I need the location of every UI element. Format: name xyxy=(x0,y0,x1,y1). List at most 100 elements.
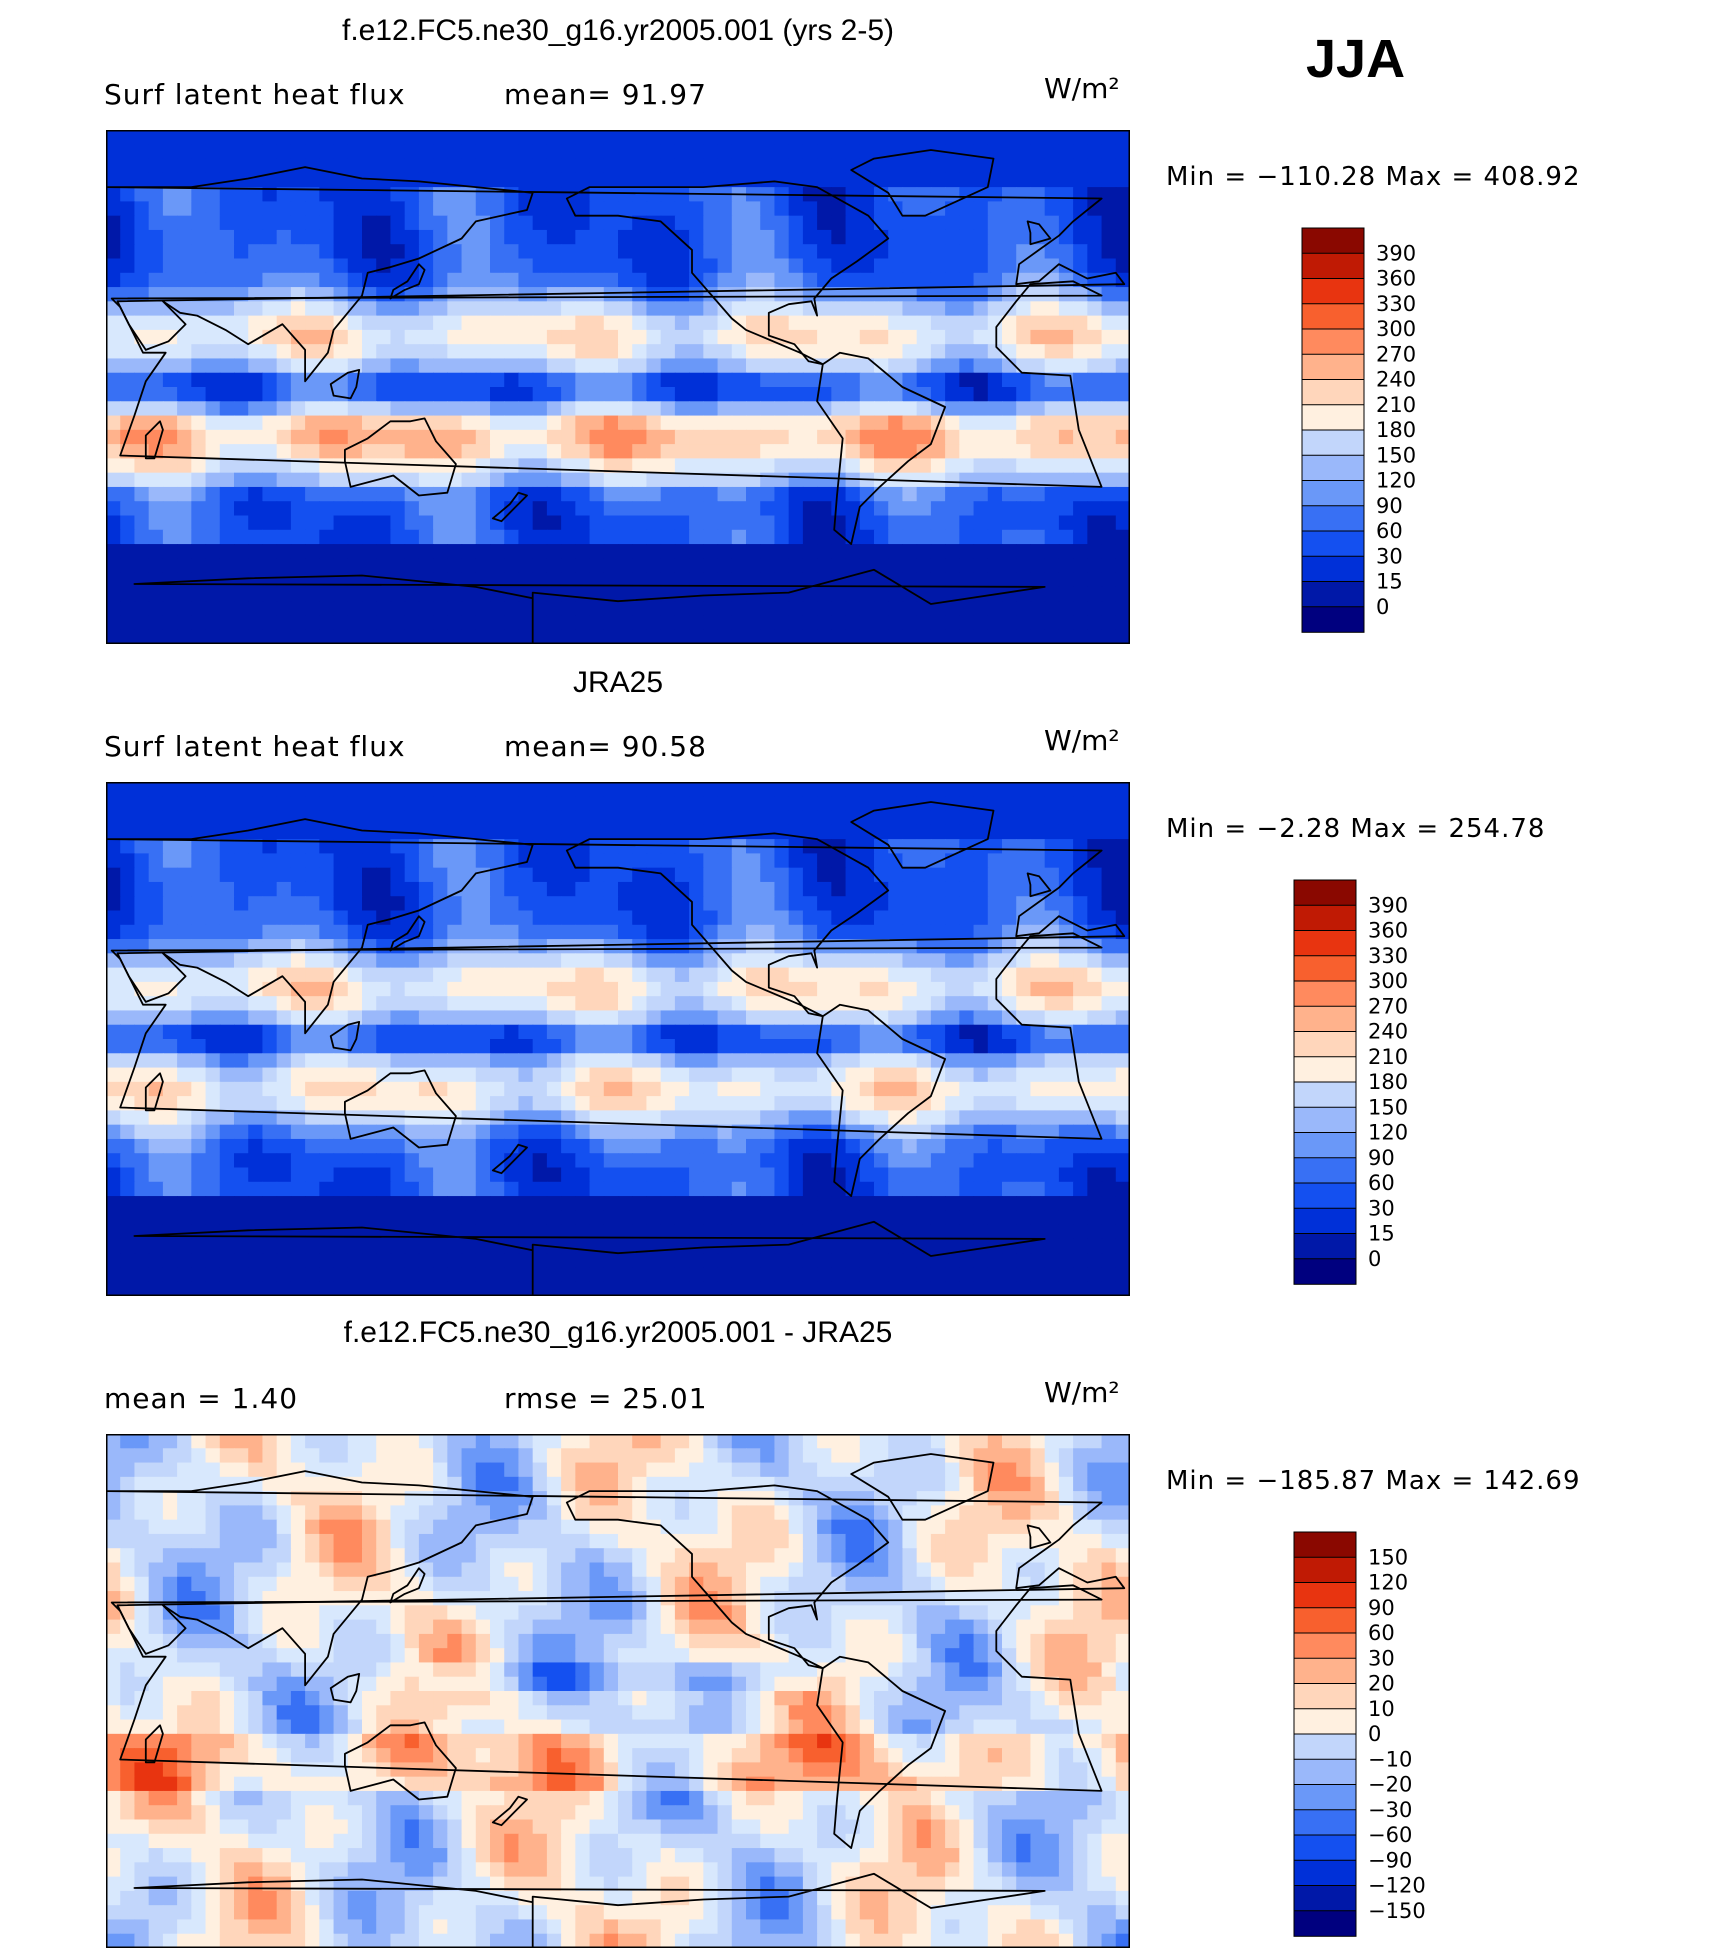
field-cell xyxy=(788,329,804,345)
field-cell xyxy=(475,472,491,488)
field-cell xyxy=(888,572,904,588)
field-cell xyxy=(603,1081,619,1097)
field-cell xyxy=(418,1039,434,1054)
field-cell xyxy=(1044,144,1060,160)
field-cell xyxy=(646,1081,662,1097)
field-cell xyxy=(959,853,975,869)
field-cell xyxy=(774,996,790,1012)
field-cell xyxy=(148,501,164,517)
field-cell xyxy=(120,824,136,840)
field-cell xyxy=(134,1210,150,1226)
field-cell xyxy=(205,329,221,345)
field-cell xyxy=(589,896,605,912)
field-cell xyxy=(1002,996,1017,1012)
field-cell xyxy=(845,629,861,644)
field-cell xyxy=(305,1067,320,1083)
field-cell xyxy=(845,315,861,331)
field-cell xyxy=(234,344,249,360)
field-cell xyxy=(1101,1053,1117,1069)
field-cell xyxy=(746,444,761,459)
field-cell xyxy=(1030,187,1046,202)
field-cell xyxy=(546,853,562,869)
field-cell xyxy=(618,1024,633,1040)
field-cell xyxy=(674,1153,690,1169)
field-cell xyxy=(376,201,392,217)
field-cell xyxy=(134,1067,150,1083)
field-cell xyxy=(546,1110,562,1126)
field-cell xyxy=(390,229,406,245)
field-cell xyxy=(646,201,662,217)
field-cell xyxy=(888,429,904,445)
field-cell xyxy=(1016,1010,1032,1026)
colorbar-label: 120 xyxy=(1376,469,1416,493)
field-cell xyxy=(205,458,221,474)
field-cell xyxy=(305,981,320,997)
field-cell xyxy=(347,782,363,797)
field-cell xyxy=(433,967,448,983)
field-cell xyxy=(248,258,264,274)
field-cell xyxy=(746,572,761,588)
field-cell xyxy=(418,896,434,912)
field-cell xyxy=(603,586,619,602)
field-cell xyxy=(575,558,591,574)
field-cell xyxy=(1002,1167,1017,1183)
field-cell xyxy=(1101,458,1117,474)
field-cell xyxy=(106,1053,121,1069)
field-cell xyxy=(106,1138,121,1154)
field-cell xyxy=(945,1081,960,1097)
field-cell xyxy=(987,558,1003,574)
field-cell xyxy=(1058,796,1074,812)
field-cell xyxy=(490,529,505,545)
field-cell xyxy=(234,429,249,445)
field-cell xyxy=(731,215,747,231)
field-cell xyxy=(447,130,463,145)
field-cell xyxy=(546,924,562,940)
field-cell xyxy=(817,1138,832,1154)
field-cell xyxy=(333,144,349,160)
field-cell xyxy=(404,996,420,1012)
field-cell xyxy=(902,1224,918,1240)
field-cell xyxy=(1002,458,1017,474)
field-cell xyxy=(888,810,904,826)
field-cell xyxy=(703,853,719,869)
field-cell xyxy=(504,1010,520,1026)
field-cell xyxy=(831,881,847,897)
field-cell xyxy=(518,372,534,388)
field-cell xyxy=(518,415,534,431)
field-cell xyxy=(859,896,875,912)
field-cell xyxy=(148,201,164,217)
field-cell xyxy=(490,953,505,969)
field-cell xyxy=(760,158,776,174)
field-cell xyxy=(746,1053,761,1069)
field-cell xyxy=(760,1153,776,1169)
field-cell xyxy=(632,244,648,260)
field-cell xyxy=(461,796,477,812)
field-cell xyxy=(746,244,761,260)
field-cell xyxy=(546,1224,562,1240)
field-cell xyxy=(788,967,804,983)
field-cell xyxy=(618,501,633,517)
field-cell xyxy=(632,344,648,360)
field-cell xyxy=(177,896,192,912)
field-cell xyxy=(390,1067,406,1083)
field-cell xyxy=(1115,939,1130,954)
field-cell xyxy=(1002,939,1017,954)
field-cell xyxy=(1101,258,1117,274)
field-cell xyxy=(646,429,662,445)
field-cell xyxy=(504,996,520,1012)
field-cell xyxy=(561,329,576,345)
field-cell xyxy=(589,953,605,969)
field-cell xyxy=(546,529,562,545)
field-cell xyxy=(433,144,448,160)
field-cell xyxy=(546,401,562,417)
field-cell xyxy=(490,782,505,797)
field-cell xyxy=(305,896,320,912)
field-cell xyxy=(916,939,932,954)
field-cell xyxy=(1073,1067,1088,1083)
field-cell xyxy=(1002,229,1017,245)
field-cell xyxy=(1087,1096,1103,1111)
field-cell xyxy=(1002,272,1017,288)
field-cell xyxy=(205,1167,221,1183)
field-cell xyxy=(1087,486,1103,502)
field-cell xyxy=(447,1238,463,1254)
